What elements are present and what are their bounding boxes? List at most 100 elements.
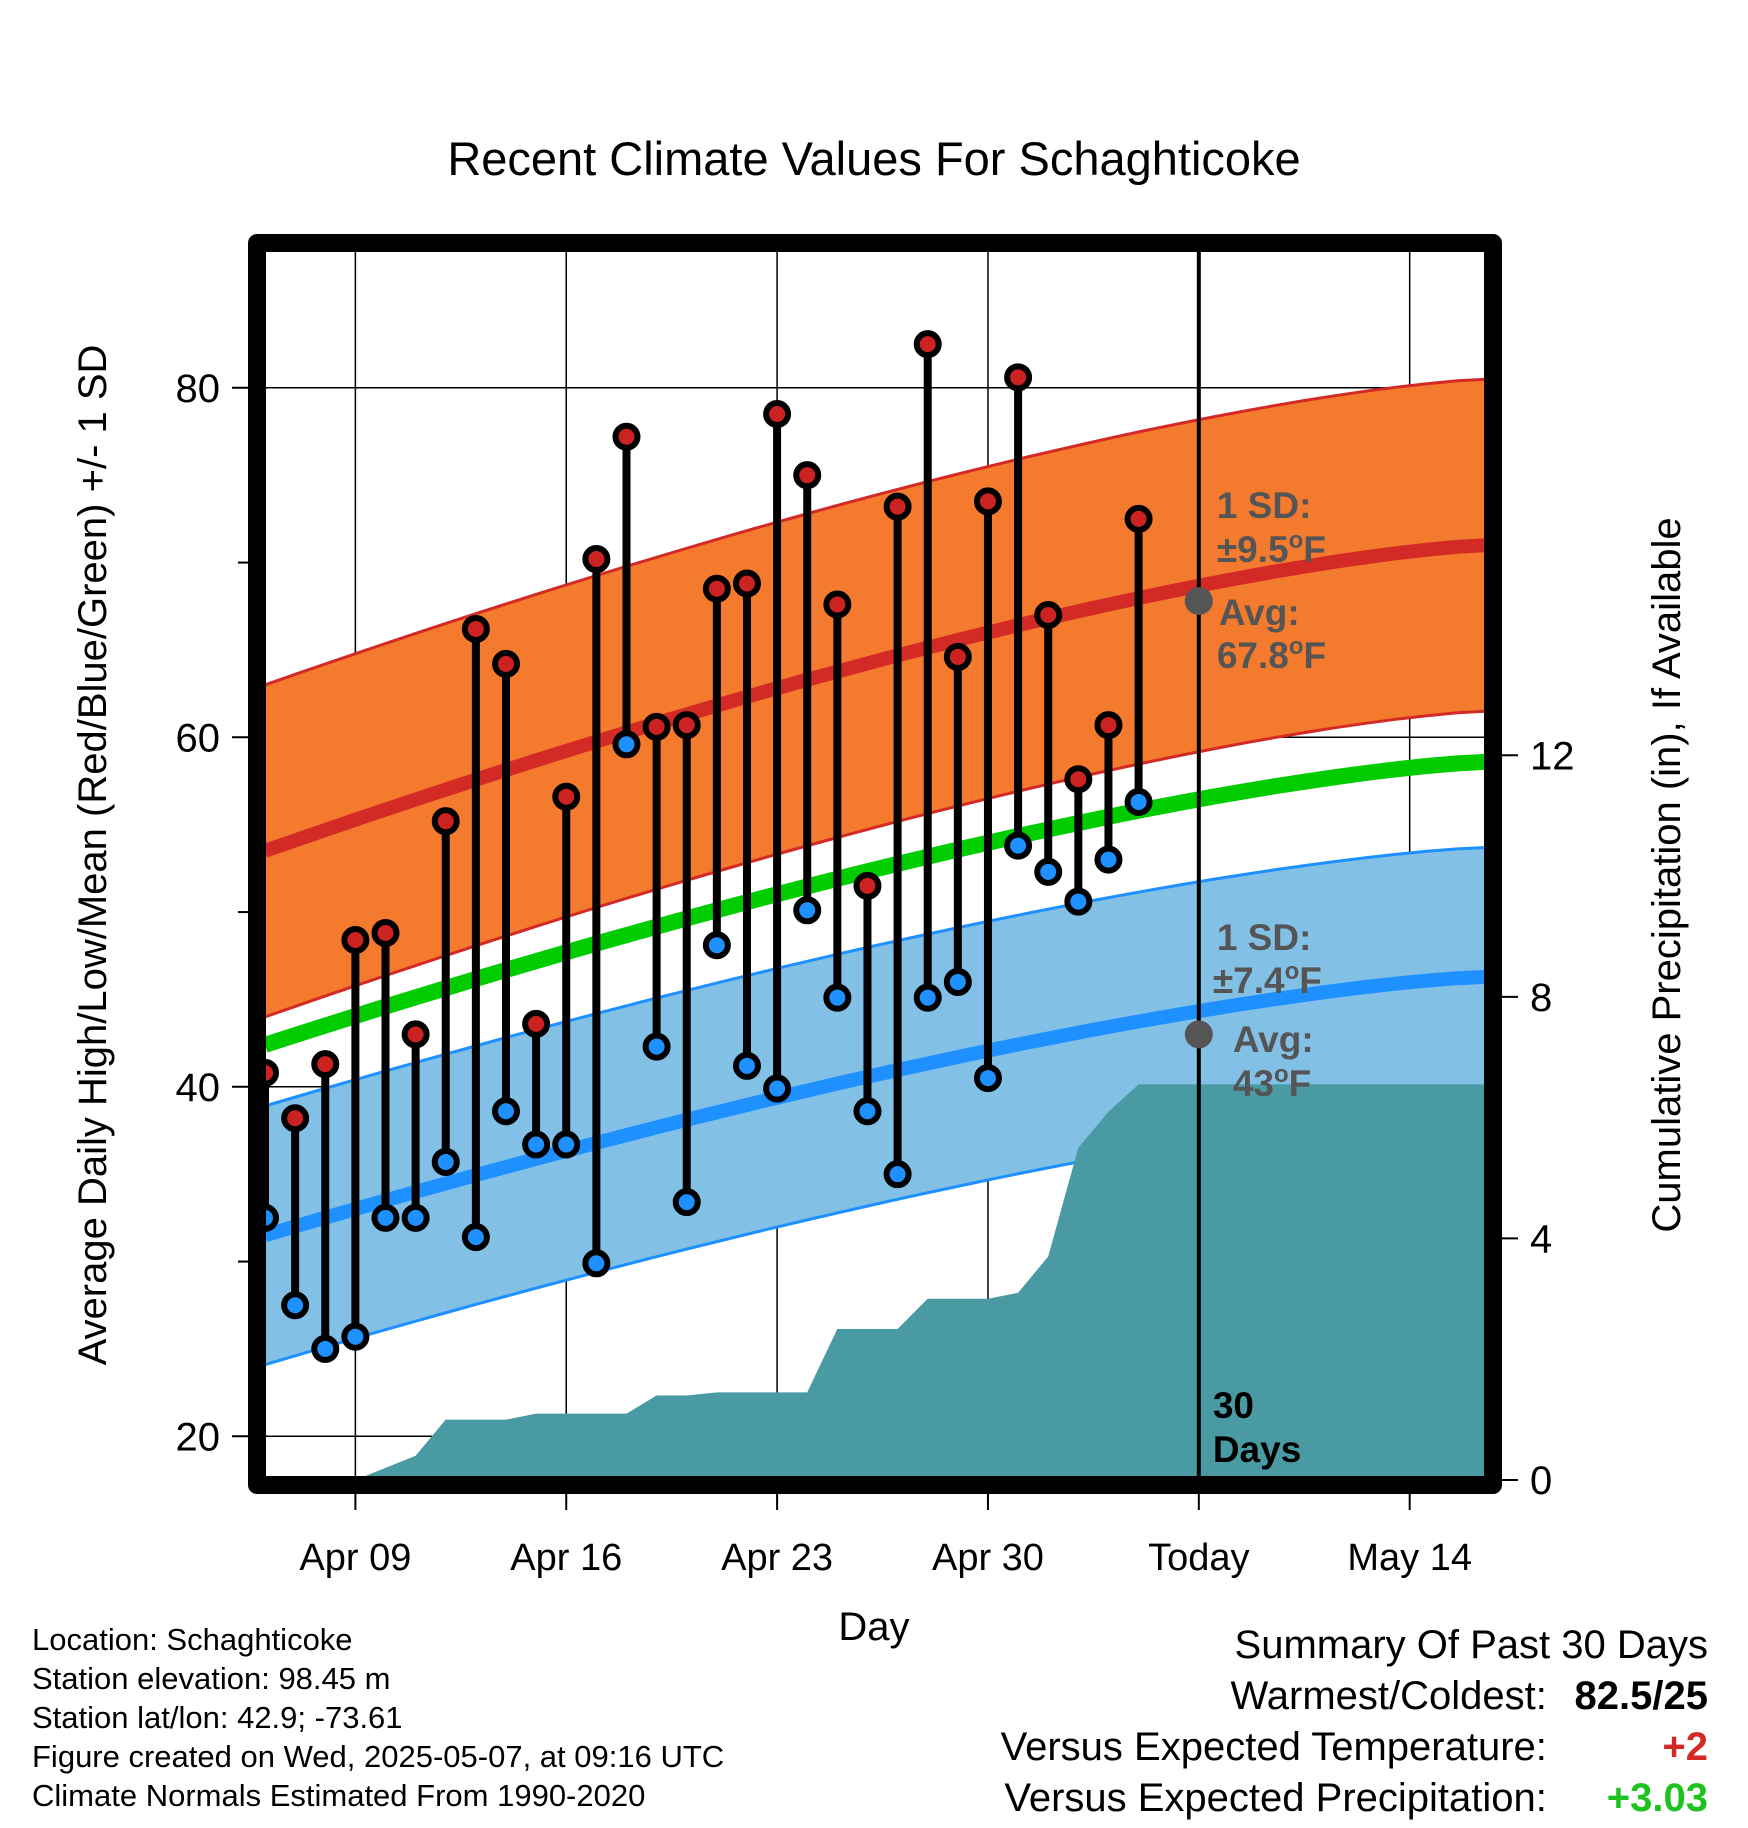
observed-high-point	[883, 492, 912, 521]
observed-high-point	[552, 782, 581, 811]
y-axis-label: Average Daily High/Low/Mean (Red/Blue/Gr…	[71, 345, 115, 1366]
y-tick-label: 40	[176, 1066, 221, 1110]
observed-low-point	[763, 1074, 792, 1103]
normals-text: Climate Normals Estimated From 1990-2020	[32, 1778, 646, 1813]
y-tick-label: 80	[176, 367, 221, 411]
summary-panel: Summary Of Past 30 Days Warmest/Coldest:…	[1001, 1620, 1708, 1824]
observed-low-point	[732, 1051, 761, 1080]
low-sd-value: ±7.4oF	[1213, 958, 1322, 1001]
summary-title: Summary Of Past 30 Days	[1234, 1623, 1708, 1667]
observed-high-point	[732, 569, 761, 598]
y2-axis-label: Cumulative Precipitation (in), If Availa…	[1645, 517, 1689, 1232]
y-tick-label: 60	[176, 716, 221, 760]
y2-tick-label: 0	[1530, 1459, 1552, 1503]
observed-low-point	[1064, 887, 1093, 916]
station-info: Location: Schaghticoke Station elevation…	[32, 1620, 724, 1815]
observed-high-point	[522, 1009, 551, 1038]
x-tick-label: Apr 09	[299, 1537, 411, 1579]
observed-low-point	[913, 983, 942, 1012]
observed-high-point	[461, 614, 490, 643]
normal-low-line	[263, 969, 1488, 1243]
axes: 20 40 60 80 0 4 8 12 Apr 09 Apr 16 Apr 23 Apr 30 Tod…	[176, 234, 1575, 1579]
observed-low-point	[1034, 857, 1063, 886]
normal-high-line	[262, 538, 1488, 858]
observed-low-point	[582, 1249, 611, 1278]
observed-high-point	[823, 590, 852, 619]
y2-tick-label: 12	[1530, 734, 1575, 778]
location-text: Location: Schaghticoke	[32, 1622, 353, 1657]
observed-high-point	[1124, 504, 1153, 533]
observed-low-point	[1124, 787, 1153, 816]
created-text: Figure created on Wed, 2025-05-07, at 09…	[32, 1739, 725, 1774]
observed-low-point	[1004, 831, 1033, 860]
high-sd-label: 1 SD:	[1217, 485, 1312, 526]
observed-low-point	[1094, 845, 1123, 874]
low-avg-value: 43oF	[1233, 1061, 1311, 1104]
observed-high-point	[431, 807, 460, 836]
summary-temp-row: Versus Expected Temperature: +2	[1001, 1722, 1708, 1773]
low-avg-label: Avg:	[1233, 1019, 1314, 1060]
observed-low-point	[491, 1097, 520, 1126]
observed-low-point	[853, 1097, 882, 1126]
observed-high-point	[1004, 363, 1033, 392]
y2-tick-label: 8	[1530, 976, 1552, 1020]
observed-high-point	[672, 711, 701, 740]
x-tick-label: Apr 30	[932, 1537, 1044, 1579]
x-tick-label: Today	[1148, 1537, 1249, 1579]
observed-low-point	[371, 1203, 400, 1232]
observed-low-point	[973, 1064, 1002, 1093]
temp-label: Versus Expected Temperature:	[1000, 1725, 1547, 1769]
warmest-value: 82.5/25	[1574, 1674, 1708, 1718]
observed-low-point	[793, 896, 822, 925]
observed-low-point	[943, 967, 972, 996]
observed-high-point	[763, 400, 792, 429]
elevation-text: Station elevation: 98.45 m	[32, 1661, 391, 1696]
observed-low-point	[401, 1203, 430, 1232]
x-axis-label: Day	[838, 1605, 909, 1649]
summary-warmest-row: Warmest/Coldest: 82.5/25	[1001, 1671, 1709, 1722]
observed-low-point	[672, 1188, 701, 1217]
summary-precip-row: Versus Expected Precipitation: +3.03	[1001, 1773, 1708, 1824]
observed-high-point	[401, 1020, 430, 1049]
observed-high-point	[311, 1050, 340, 1079]
observed-high-point	[1064, 765, 1093, 794]
observed-low-point	[461, 1223, 490, 1252]
observed-low-point	[522, 1130, 551, 1159]
warmest-label: Warmest/Coldest:	[1230, 1674, 1547, 1718]
observed-high-point	[341, 926, 370, 955]
normal-mean-line	[262, 753, 1488, 1053]
days-label-number: 30	[1213, 1385, 1254, 1426]
observed-low-point	[642, 1032, 671, 1061]
observed-low-point	[823, 983, 852, 1012]
temp-value: +2	[1662, 1725, 1708, 1769]
observed-high-point	[642, 712, 671, 741]
observed-high-point	[853, 871, 882, 900]
observed-low-point	[883, 1160, 912, 1189]
precip-value: +3.03	[1606, 1776, 1708, 1820]
high-sd-upper	[264, 377, 1488, 687]
precip-label: Versus Expected Precipitation:	[1004, 1776, 1547, 1820]
observed-low-point	[431, 1147, 460, 1176]
observed-low-point	[702, 931, 731, 960]
low-sd-upper	[264, 845, 1488, 1108]
observed-low-point	[281, 1291, 310, 1320]
observed-low-point	[552, 1130, 581, 1159]
plot-frame	[248, 234, 1502, 1494]
observed-high-point	[582, 545, 611, 574]
x-tick-label: Apr 23	[721, 1537, 833, 1579]
observed-high-point	[491, 649, 520, 678]
chart-title: Recent Climate Values For Schaghticoke	[447, 132, 1300, 185]
high-avg-marker	[1184, 586, 1213, 615]
observed-high-point	[612, 422, 641, 451]
low-sd-label: 1 SD:	[1217, 917, 1312, 958]
precip-area	[265, 1084, 1488, 1480]
high-sd-lower	[264, 709, 1488, 1019]
low-avg-marker	[1184, 1020, 1213, 1049]
observed-high-point	[1094, 711, 1123, 740]
observed-high-point	[943, 642, 972, 671]
observed-high-point	[793, 461, 822, 490]
high-avg-value: 67.8oF	[1217, 633, 1326, 676]
